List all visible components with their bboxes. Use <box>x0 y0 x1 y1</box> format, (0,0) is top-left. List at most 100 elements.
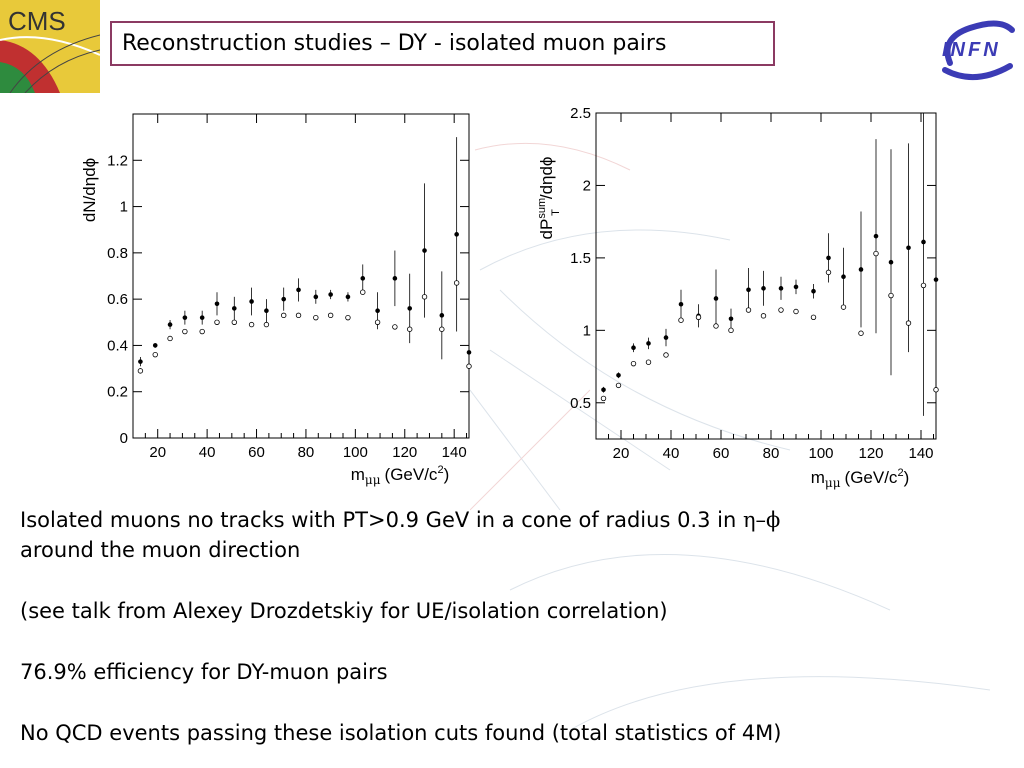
chart2-point-filled <box>678 301 684 307</box>
chart2-point-open <box>920 282 927 289</box>
chart2-point-filled <box>746 287 751 293</box>
chart1-point-filled <box>360 276 366 281</box>
chart1-point-open <box>360 289 366 295</box>
chart1-xlabel-sub: μμ <box>365 473 381 487</box>
chart1-xlabel-exp: 2 <box>437 464 443 476</box>
chart2-xtick-label: 100 <box>808 445 833 462</box>
chart2-ylabel-main: dP <box>537 219 556 240</box>
chart2-xlabel-units: (GeV/c <box>845 468 898 487</box>
chart1-point-open <box>295 312 302 319</box>
chart2-xtick-label: 40 <box>663 445 680 462</box>
chart1-point-open <box>327 312 334 319</box>
chart1-xlabel-close: ) <box>444 465 450 484</box>
chart2-ytick-label: 2.5 <box>570 105 591 122</box>
chart1-point-open <box>374 319 381 325</box>
chart1-point-open <box>167 335 173 342</box>
chart1-point-open <box>182 328 188 335</box>
slide-title: Reconstruction studies – DY - isolated m… <box>110 21 775 66</box>
chart1-point-filled <box>392 276 398 281</box>
chart2-area: 20 40 60 80 100 120 140 0.5 1 1.5 2 2.5 <box>570 105 939 462</box>
chart1-point-filled <box>439 313 445 318</box>
paragraph-isolation-line2: around the muon direction <box>20 538 301 562</box>
chart1-ytick-label: 0.8 <box>107 245 128 262</box>
chart1-ytick-label: 0.6 <box>107 291 128 308</box>
chart1-ytick-label: 1.2 <box>107 152 128 169</box>
chart1-point-filled <box>264 308 269 314</box>
chart2-point-open <box>840 304 847 310</box>
chart1-point-filled <box>199 315 205 320</box>
chart2-xtick-label: 120 <box>858 445 883 462</box>
chart1-point-filled <box>407 306 413 311</box>
chart2-point-filled <box>761 286 766 291</box>
chart2-point-filled <box>793 284 799 290</box>
chart1-point-filled <box>281 296 287 302</box>
chart-dn-detadphi: dN/dηdϕ 20 40 60 80 100 120 140 0 0.2 0.4 0.6 0.8 1 1… <box>80 113 472 487</box>
chart2-point-filled <box>858 267 864 272</box>
chart2-point-open <box>645 359 652 365</box>
chart1-point-filled <box>182 315 188 320</box>
chart2-point-filled <box>811 288 816 294</box>
chart1-point-filled <box>328 292 333 297</box>
paragraph-isolation: Isolated muons no tracks with PT>0.9 GeV… <box>20 505 780 565</box>
chart1-xtick-label: 40 <box>199 444 216 461</box>
chart2-point-filled <box>616 372 621 378</box>
chart1-ytick-label: 0.2 <box>107 384 128 401</box>
chart2-ytick-label: 1 <box>583 322 591 339</box>
chart2-point-open <box>873 250 879 257</box>
chart1-point-open <box>466 363 472 369</box>
chart2-ytick-label: 1.5 <box>570 250 591 267</box>
chart2-point-open <box>600 395 607 402</box>
chart1-point-filled <box>249 299 254 304</box>
chart2-point-open <box>745 307 752 313</box>
chart1-point-open <box>281 312 287 319</box>
chart1-ylabel: dN/dηdϕ <box>80 158 99 222</box>
chart-dpt-sum: dPsum T/dηdϕ 20 40 60 80 100 120 140 0.5 1 1.5 2 2.5… <box>536 105 939 490</box>
eta-phi-symbol: η–ϕ <box>742 508 781 532</box>
chart1-point-open <box>313 314 319 321</box>
chart1-point-open <box>439 326 445 332</box>
chart2-xlabel-main: m <box>811 468 825 487</box>
chart1-point-filled <box>214 301 220 307</box>
chart2-point-open <box>760 313 767 319</box>
chart1-ytick-label: 0 <box>120 430 128 447</box>
chart1-point-filled <box>231 306 237 311</box>
chart1-xtick-label: 140 <box>442 444 467 461</box>
chart1-point-open <box>407 326 413 332</box>
chart2-point-open <box>778 307 784 313</box>
chart2-ylabel-sub: T <box>550 209 562 216</box>
chart1-point-open <box>392 324 398 330</box>
chart1-point-open <box>231 319 237 325</box>
chart2-point-open <box>825 269 832 276</box>
chart2-point-filled <box>841 274 846 280</box>
infn-logo: INFN <box>942 20 1015 81</box>
chart1-point-filled <box>422 248 427 253</box>
chart2-ylabel-tail: /dηdϕ <box>537 157 556 200</box>
chart1-point-filled <box>345 294 351 300</box>
chart2-xlabel-close: ) <box>904 468 910 487</box>
chart1-frame <box>132 113 470 439</box>
chart2-point-filled <box>873 233 879 239</box>
chart2-ytick-label: 0.5 <box>570 395 591 412</box>
chart2-point-open <box>713 323 719 329</box>
chart1-ytick-label: 1 <box>120 199 128 216</box>
chart2-point-open <box>678 317 684 323</box>
chart2-point-filled <box>906 245 911 251</box>
chart2-point-filled <box>778 286 784 291</box>
chart1-point-open <box>248 321 255 328</box>
chart1-point-filled <box>375 308 380 314</box>
chart1-ytick-label: 0.4 <box>107 337 128 354</box>
chart1-point-filled <box>454 232 459 237</box>
cms-logo-text: CMS <box>8 6 66 36</box>
chart2-xlabel-sub: μμ <box>825 476 841 490</box>
chart2-point-open <box>663 352 669 358</box>
infn-logo-text: INFN <box>942 39 1001 61</box>
chart1-xtick-label: 100 <box>343 444 368 461</box>
chart2-point-open <box>888 292 894 299</box>
chart1-xlabel-main: m <box>351 465 365 484</box>
chart2-point-filled <box>728 316 734 322</box>
chart2-xlabel-exp: 2 <box>897 467 903 479</box>
chart2-ytick-label: 2 <box>583 177 591 194</box>
chart2-point-open <box>933 387 939 393</box>
paragraph-talk-reference: (see talk from Alexey Drozdetskiy for UE… <box>20 599 668 623</box>
chart2-ylabel-sup: sum <box>536 198 548 219</box>
